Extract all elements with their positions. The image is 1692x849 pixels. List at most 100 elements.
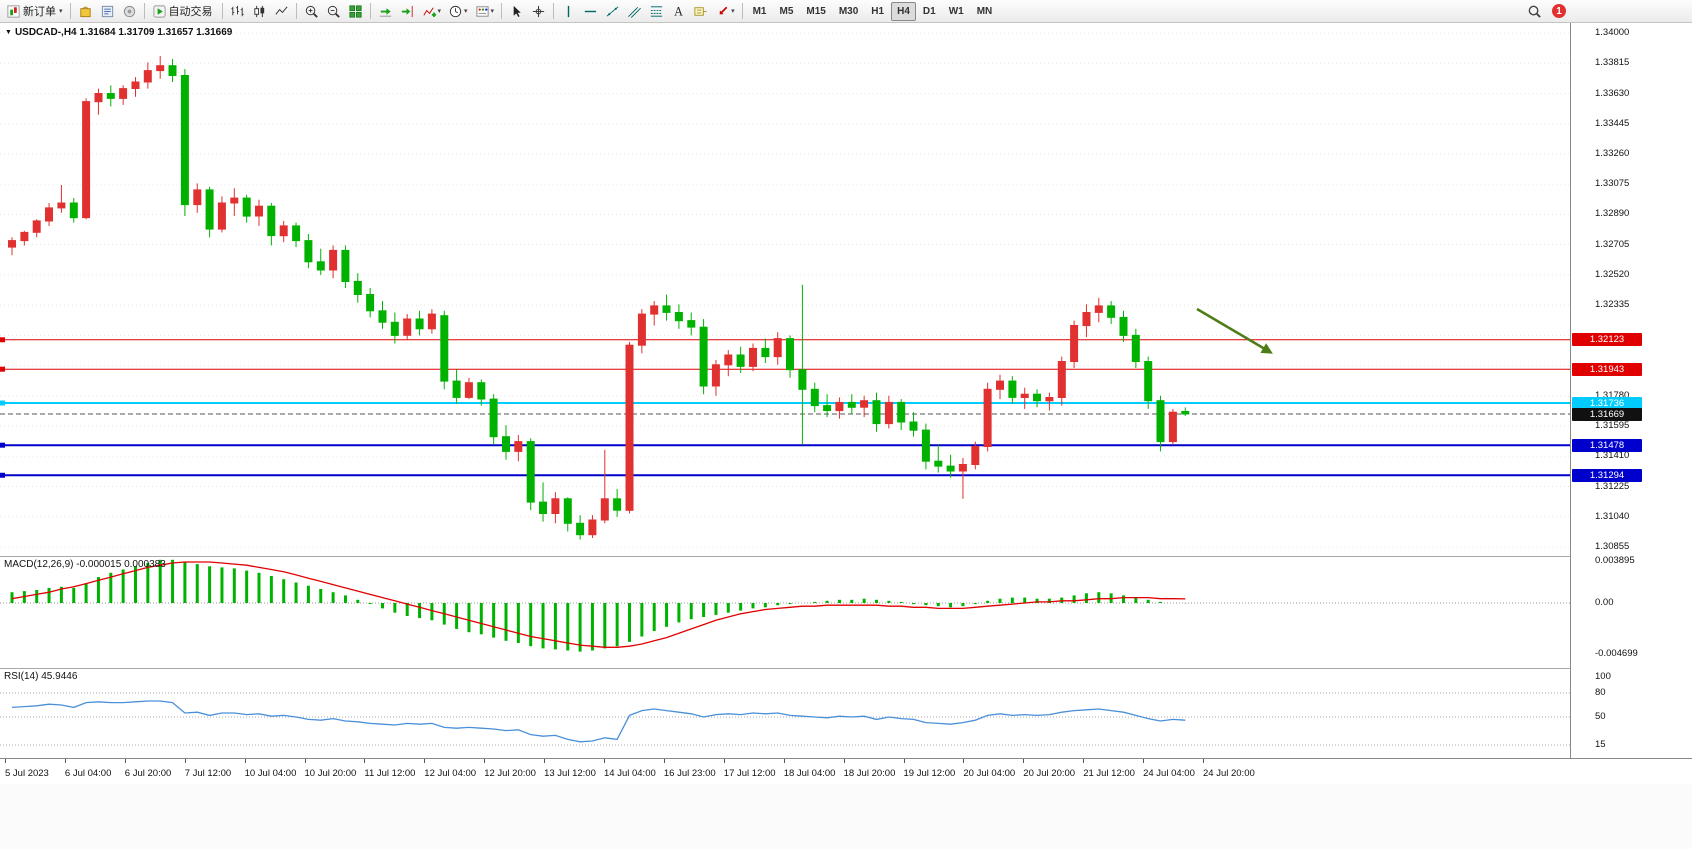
time-tick bbox=[5, 759, 6, 763]
timeframe-d1-button[interactable]: D1 bbox=[922, 5, 936, 17]
price-line[interactable] bbox=[0, 337, 1570, 343]
fibonacci-button[interactable] bbox=[646, 2, 667, 21]
timeframe-h1-button[interactable]: H1 bbox=[871, 5, 885, 17]
candle bbox=[897, 399, 906, 431]
text-label-button[interactable] bbox=[690, 2, 711, 21]
candle bbox=[119, 85, 128, 105]
candle bbox=[934, 444, 943, 473]
rsi-canvas[interactable] bbox=[0, 669, 1570, 758]
indicators-icon bbox=[422, 6, 436, 17]
time-tick bbox=[1083, 759, 1085, 763]
arrows-button[interactable]: ▾ bbox=[712, 2, 738, 21]
time-tick bbox=[364, 759, 366, 763]
price-line[interactable] bbox=[0, 400, 1570, 406]
auto-scroll-button[interactable] bbox=[375, 2, 396, 21]
price-line[interactable] bbox=[0, 442, 1570, 448]
timeframe-m15-button[interactable]: M15 bbox=[806, 5, 826, 17]
price-line[interactable] bbox=[0, 366, 1570, 372]
search-button[interactable] bbox=[1524, 2, 1545, 21]
crosshair-button[interactable] bbox=[528, 2, 549, 21]
channel-button[interactable] bbox=[624, 2, 645, 21]
new-order-button[interactable]: 新订单 ▾ bbox=[3, 2, 66, 21]
candle bbox=[390, 312, 399, 344]
candle bbox=[1107, 301, 1116, 324]
cursor-button[interactable] bbox=[506, 2, 527, 21]
pane-splitter[interactable] bbox=[0, 556, 1692, 557]
timeframe-m30-button[interactable]: M30 bbox=[838, 5, 859, 17]
pane-splitter[interactable] bbox=[0, 668, 1692, 669]
new-order-button-label: 新订单 bbox=[23, 6, 56, 18]
toolbar-separator bbox=[741, 3, 743, 19]
time-tick bbox=[484, 759, 486, 763]
horizontal-line-button[interactable] bbox=[580, 2, 601, 21]
macd-axis-label: 0.003895 bbox=[1595, 554, 1635, 566]
chevron-down-icon: ▾ bbox=[59, 8, 63, 15]
chart-shift-button[interactable] bbox=[397, 2, 418, 21]
vertical-line-button[interactable] bbox=[558, 2, 579, 21]
candle bbox=[205, 186, 214, 238]
candle bbox=[1070, 320, 1079, 368]
line-drag-handle[interactable] bbox=[0, 442, 5, 448]
templates-button[interactable]: ▾ bbox=[472, 2, 498, 21]
time-axis-label: 11 Jul 12:00 bbox=[364, 768, 416, 779]
editor-icon bbox=[101, 5, 113, 17]
candlestick-chart-button[interactable] bbox=[249, 2, 270, 21]
candle bbox=[8, 237, 16, 256]
candle bbox=[1008, 376, 1017, 404]
time-axis-label: 24 Jul 04:00 bbox=[1143, 768, 1195, 779]
trend-arrow-annotation[interactable] bbox=[1196, 307, 1273, 354]
timeframe-mn-button[interactable]: MN bbox=[976, 5, 993, 17]
timeframe-m1-button[interactable]: M1 bbox=[752, 5, 767, 17]
periods-button[interactable]: ▾ bbox=[445, 2, 471, 21]
line-drag-handle[interactable] bbox=[0, 337, 5, 343]
macd-canvas[interactable] bbox=[0, 557, 1570, 668]
candle bbox=[217, 196, 226, 233]
line-drag-handle[interactable] bbox=[0, 366, 5, 372]
candle bbox=[267, 203, 276, 246]
time-axis-label: 7 Jul 12:00 bbox=[184, 768, 232, 779]
price-axis[interactable]: 1.34000 1.33815 1.33630 1.33445 1.33260 1.330… bbox=[1570, 23, 1692, 758]
text-button[interactable]: A bbox=[668, 2, 689, 21]
label-icon bbox=[694, 6, 707, 16]
candle bbox=[329, 245, 338, 279]
metaeditor-button[interactable] bbox=[97, 2, 118, 21]
candle bbox=[860, 395, 869, 418]
timeframe-h4-button[interactable]: H4 bbox=[891, 1, 916, 21]
candle bbox=[539, 482, 547, 522]
notifications-badge[interactable]: 1 bbox=[1552, 4, 1566, 18]
zoom-out-button[interactable] bbox=[323, 2, 344, 21]
candle bbox=[971, 441, 980, 470]
time-axis-label: 6 Jul 20:00 bbox=[124, 768, 172, 779]
candle bbox=[242, 194, 251, 223]
zoomout-icon bbox=[327, 5, 340, 18]
candle bbox=[1020, 387, 1029, 409]
line-chart-button[interactable] bbox=[271, 2, 292, 21]
toolbar-separator bbox=[69, 3, 71, 19]
time-axis-label: 6 Jul 04:00 bbox=[64, 768, 112, 779]
zoom-in-button[interactable] bbox=[301, 2, 322, 21]
auto-trading-button[interactable]: 自动交易 bbox=[149, 2, 218, 21]
timeframe-w1-button[interactable]: W1 bbox=[948, 5, 964, 17]
indicators-button[interactable]: ▾ bbox=[419, 2, 445, 21]
trendline-button[interactable] bbox=[602, 2, 623, 21]
market-button[interactable] bbox=[75, 2, 96, 21]
candle bbox=[551, 492, 560, 524]
candle bbox=[761, 338, 770, 364]
chart-menu-icon[interactable]: ▼ bbox=[5, 29, 12, 36]
timeframe-m5-button[interactable]: M5 bbox=[779, 5, 794, 17]
time-tick bbox=[304, 759, 306, 763]
price-axis-label: 1.32705 bbox=[1595, 238, 1630, 250]
tile-windows-button[interactable] bbox=[345, 2, 366, 21]
main-chart-canvas[interactable] bbox=[0, 23, 1570, 556]
price-line[interactable] bbox=[0, 472, 1570, 478]
time-axis[interactable]: 5 Jul 2023 6 Jul 04:00 6 Jul 20:00 7 Jul 12… bbox=[0, 758, 1692, 784]
bar-chart-button[interactable] bbox=[227, 2, 248, 21]
candle bbox=[502, 425, 510, 460]
community-button[interactable] bbox=[119, 2, 140, 21]
line-drag-handle[interactable] bbox=[0, 472, 5, 478]
line-drag-handle[interactable] bbox=[0, 400, 5, 406]
svg-text:A: A bbox=[674, 4, 683, 18]
candle bbox=[1082, 304, 1091, 337]
time-axis-label: 21 Jul 12:00 bbox=[1083, 768, 1135, 779]
macd-axis-label: 0.00 bbox=[1595, 597, 1614, 608]
